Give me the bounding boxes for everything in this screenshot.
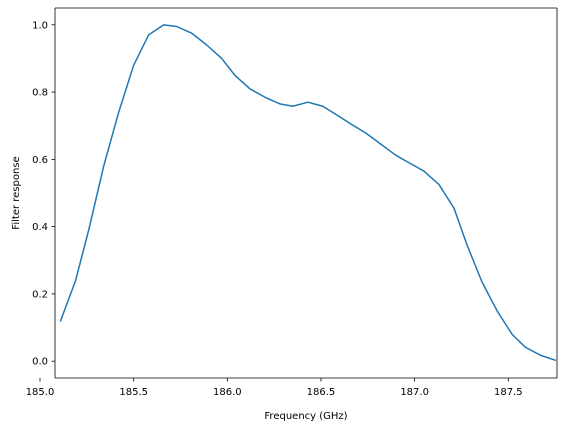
- y-axis-title: Filter response: [11, 156, 22, 229]
- x-ticks: 185.0 185.5 186.0 186.5 187.0 187.5: [26, 378, 523, 398]
- series-layer: [59, 24, 557, 362]
- y-tick-label: 0.4: [32, 222, 48, 233]
- x-tick-label: 187.0: [400, 387, 429, 398]
- y-tick-label: 0.8: [32, 88, 48, 99]
- y-tick-label: 0.2: [32, 289, 48, 300]
- axes-layer: [54, 7, 558, 379]
- x-tick-label: 187.5: [494, 387, 523, 398]
- x-axis-title: Frequency (GHz): [264, 411, 347, 422]
- y-tick-label: 0.6: [32, 155, 48, 166]
- plot-area: [55, 8, 557, 378]
- y-tick-label: 0.0: [32, 357, 48, 368]
- series-line-0: [59, 24, 557, 362]
- x-tick-label: 185.0: [26, 387, 55, 398]
- y-tick-label: 1.0: [32, 20, 48, 31]
- x-tick-label: 186.0: [213, 387, 242, 398]
- x-tick-label: 186.5: [307, 387, 336, 398]
- x-tick-label: 185.5: [119, 387, 148, 398]
- y-ticks: 0.0 0.2 0.4 0.6 0.8 1.0: [32, 20, 55, 368]
